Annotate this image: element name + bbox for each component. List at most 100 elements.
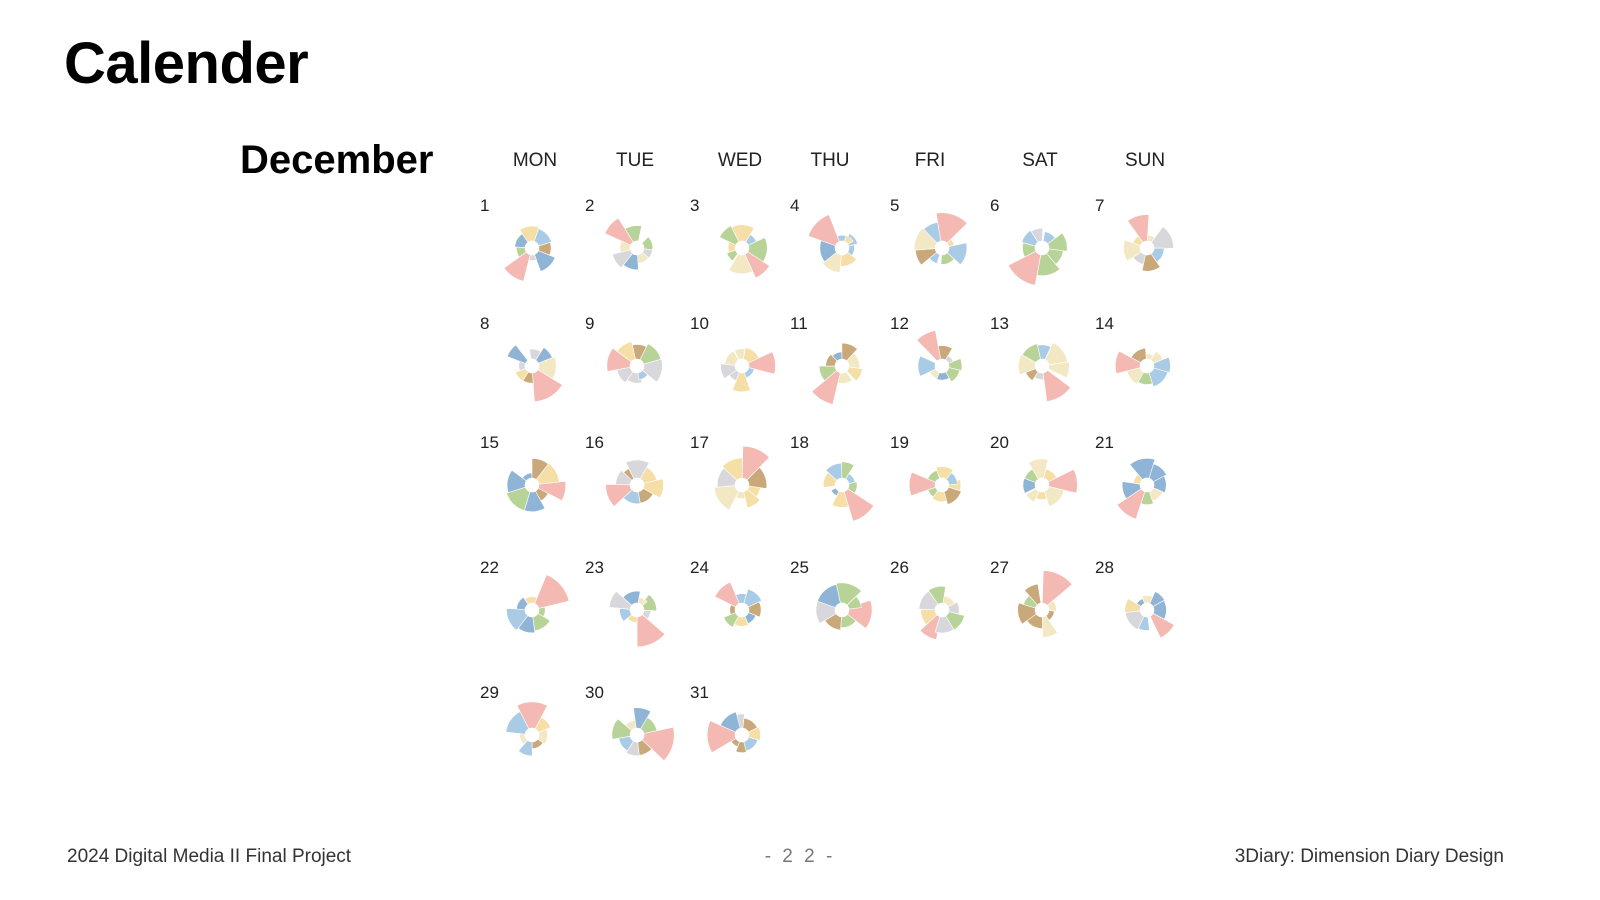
day-number: 11 (790, 314, 808, 333)
glyph-center (525, 241, 539, 255)
day-number: 18 (790, 433, 809, 452)
calendar-day[interactable]: 31 (690, 683, 800, 793)
weekday-sun: SUN (1124, 150, 1166, 171)
weekday-mon: MON (512, 150, 558, 171)
mood-radial-glyph (719, 224, 771, 279)
calendar-day[interactable]: 26 (890, 558, 1000, 668)
mood-radial-glyph (503, 225, 556, 282)
calendar-day[interactable]: 4 (790, 196, 900, 306)
mood-radial-glyph (913, 212, 968, 266)
calendar-day[interactable]: 24 (690, 558, 800, 668)
day-number: 23 (585, 558, 604, 577)
glyph-center (1140, 478, 1154, 492)
glyph-segment (611, 718, 633, 740)
calendar-day[interactable]: 16 (585, 433, 695, 543)
weekday-fri: FRI (914, 150, 946, 171)
calendar-day[interactable]: 17 (690, 433, 800, 543)
calendar-day[interactable]: 22 (480, 558, 590, 668)
glyph-segment (843, 488, 875, 522)
glyph-center (1035, 478, 1049, 492)
glyph-center (735, 603, 749, 617)
glyph-center (735, 241, 749, 255)
glyph-center (525, 478, 539, 492)
mood-radial-glyph (611, 707, 675, 762)
day-number: 9 (585, 314, 595, 333)
mood-radial-glyph (720, 347, 776, 393)
calendar-day[interactable]: 23 (585, 558, 695, 668)
weekday-tue: TUE (616, 150, 654, 171)
day-number: 17 (690, 433, 709, 452)
calendar-day[interactable]: 27 (990, 558, 1100, 668)
glyph-segment (1041, 570, 1073, 606)
glyph-center (525, 359, 539, 373)
mood-radial-glyph (1022, 458, 1078, 507)
glyph-center (935, 603, 949, 617)
calendar-day[interactable]: 12 (890, 314, 1000, 424)
day-number: 28 (1095, 558, 1114, 577)
mood-radial-glyph (1123, 214, 1174, 272)
glyph-center (630, 359, 644, 373)
glyph-center (630, 728, 644, 742)
weekday-thu: THU (810, 150, 850, 171)
glyph-center (835, 241, 849, 255)
glyph-center (735, 728, 749, 742)
calendar-day[interactable]: 11 (790, 314, 900, 424)
day-number: 4 (790, 196, 800, 215)
calendar-day[interactable]: 10 (690, 314, 800, 424)
glyph-center (935, 359, 949, 373)
mood-radial-glyph (909, 466, 962, 505)
day-number: 25 (790, 558, 809, 577)
glyph-segment (713, 485, 740, 511)
calendar-day[interactable]: 6 (990, 196, 1100, 306)
calendar-day[interactable]: 9 (585, 314, 695, 424)
calendar-day[interactable]: 8 (480, 314, 590, 424)
calendar-day[interactable]: 5 (890, 196, 1000, 306)
glyph-center (935, 478, 949, 492)
calendar-day[interactable]: 21 (1095, 433, 1205, 543)
day-number: 31 (690, 683, 709, 702)
calendar-day[interactable]: 2 (585, 196, 695, 306)
slide-title: Calender (64, 31, 309, 96)
calendar-day[interactable]: 20 (990, 433, 1100, 543)
calendar-day[interactable]: 18 (790, 433, 900, 543)
glyph-segment (636, 614, 666, 648)
mood-radial-glyph (823, 461, 875, 522)
day-number: 8 (480, 314, 490, 333)
day-number: 2 (585, 196, 595, 215)
mood-radial-glyph (1007, 227, 1068, 286)
calendar-day[interactable]: 19 (890, 433, 1000, 543)
glyph-segment (532, 613, 551, 632)
calendar-day[interactable]: 3 (690, 196, 800, 306)
mood-radial-glyph (706, 711, 761, 754)
calendar-day[interactable]: 7 (1095, 196, 1205, 306)
glyph-center (630, 241, 644, 255)
calendar-day[interactable]: 29 (480, 683, 590, 793)
calendar-day[interactable]: 30 (585, 683, 695, 793)
calendar-day[interactable]: 1 (480, 196, 590, 306)
mood-radial-glyph (1018, 342, 1072, 402)
glyph-center (835, 603, 849, 617)
glyph-segment (935, 212, 968, 244)
mood-radial-glyph (506, 574, 570, 634)
mood-radial-glyph (918, 585, 965, 640)
glyph-center (1035, 241, 1049, 255)
day-number: 15 (480, 433, 499, 452)
calendar-day[interactable]: 25 (790, 558, 900, 668)
mood-radial-glyph (1017, 570, 1073, 638)
calendar-day[interactable]: 15 (480, 433, 590, 543)
mood-radial-glyph (1115, 347, 1171, 388)
glyph-center (1035, 603, 1049, 617)
calendar-day[interactable]: 14 (1095, 314, 1205, 424)
day-number: 27 (990, 558, 1009, 577)
calendar-day[interactable]: 28 (1095, 558, 1205, 668)
glyph-center (835, 359, 849, 373)
calendar-day[interactable]: 13 (990, 314, 1100, 424)
page-number: - 2 2 - (764, 846, 836, 867)
glyph-center (1140, 603, 1154, 617)
glyph-segment (534, 250, 556, 272)
glyph-segment (503, 251, 531, 282)
mood-radial-glyph (815, 582, 873, 631)
mood-radial-glyph (608, 590, 666, 648)
mood-radial-glyph (505, 701, 552, 757)
glyph-center (735, 359, 749, 373)
